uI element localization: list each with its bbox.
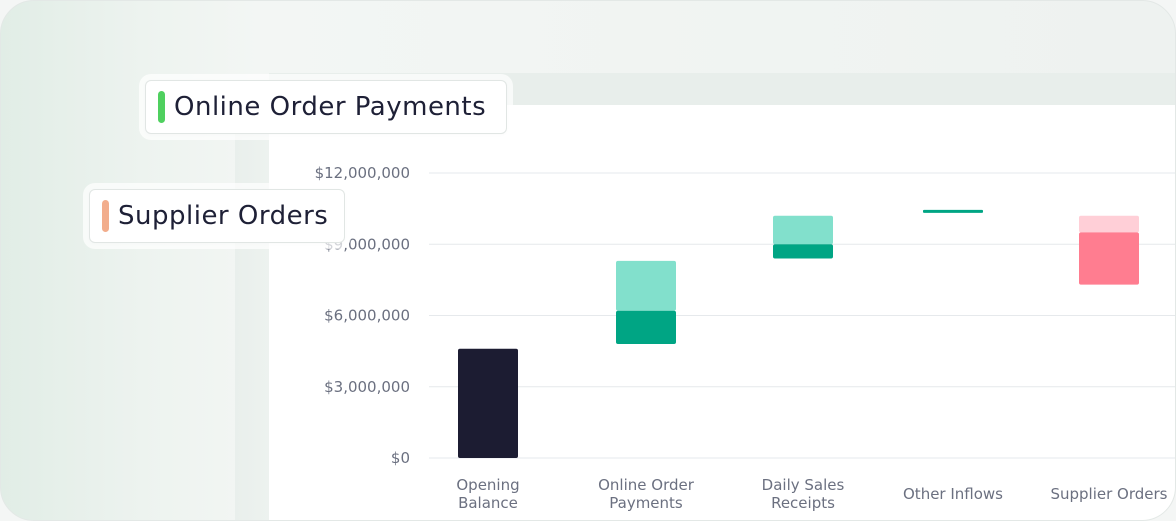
y-tick-label: $6,000,000 [324, 307, 410, 325]
x-tick-label: Supplier Orders [1050, 485, 1167, 503]
legend-swatch-green [158, 91, 165, 123]
x-tick-label: Balance [458, 494, 518, 512]
bar-decrease-lower [1079, 232, 1139, 285]
legend-swatch-orange [102, 200, 109, 232]
y-tick-label: $0 [391, 449, 410, 467]
legend-label: Online Order Payments [174, 92, 487, 122]
bar-increase-lower [773, 244, 833, 259]
y-tick-label: $3,000,000 [324, 378, 410, 396]
x-tick-label: Other Inflows [903, 485, 1003, 503]
bar-decrease-upper [1079, 215, 1139, 233]
bar-increase-upper [616, 260, 676, 311]
bar-increase-thin [923, 209, 983, 213]
y-tick-label: $9,000,000 [324, 235, 410, 253]
bar-increase-lower [616, 310, 676, 344]
legend-tag-supplier-orders: Supplier Orders [89, 189, 345, 243]
y-tick-label: $12,000,000 [315, 164, 410, 182]
x-tick-label: Receipts [771, 494, 835, 512]
bar-increase-upper [773, 215, 833, 245]
legend-tag-online-order-payments: Online Order Payments [145, 80, 507, 134]
x-tick-label: Opening [456, 476, 519, 494]
x-tick-label: Payments [609, 494, 683, 512]
x-tick-label: Daily Sales [762, 476, 845, 494]
panel-edge [235, 105, 269, 520]
bar-opening-balance [458, 348, 518, 458]
chart-panel [269, 105, 1175, 520]
x-tick-label: Online Order [598, 476, 695, 494]
legend-label: Supplier Orders [118, 201, 329, 231]
